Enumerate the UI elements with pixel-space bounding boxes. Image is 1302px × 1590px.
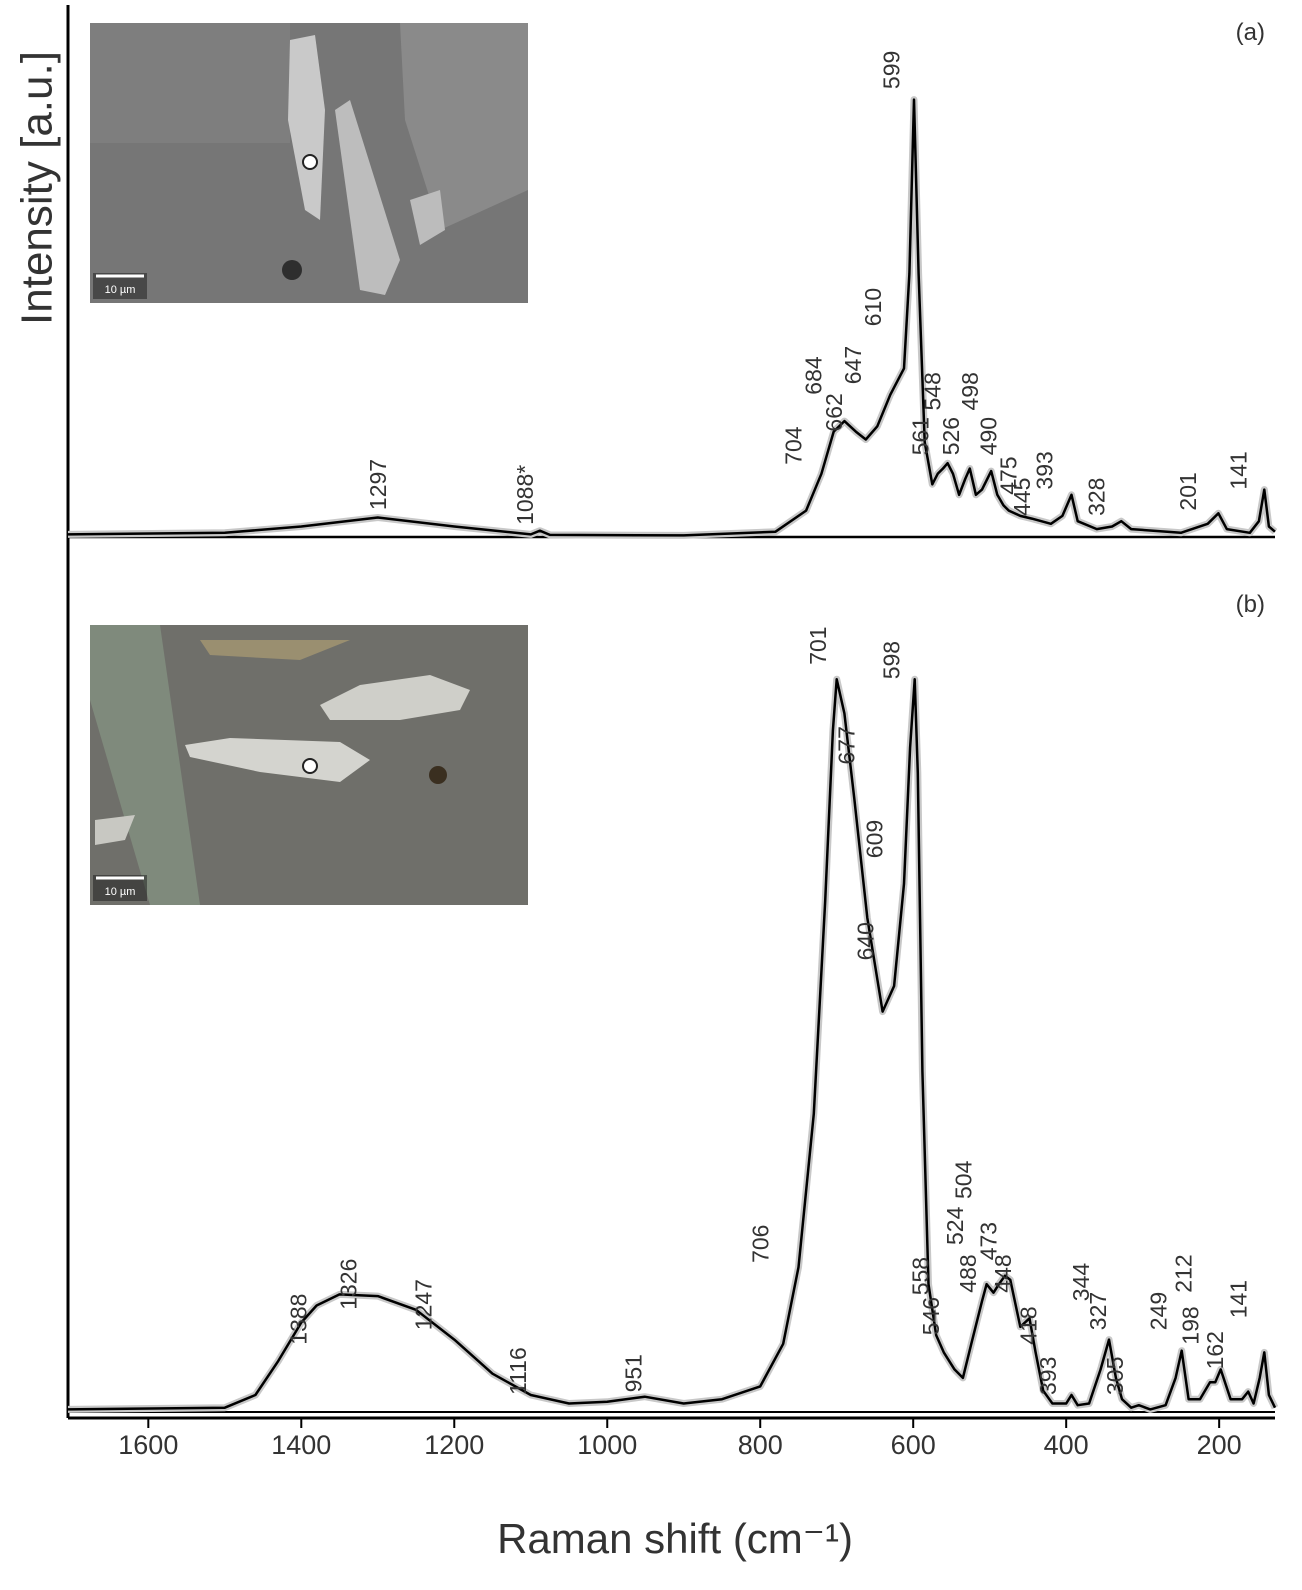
peak-label: 162 xyxy=(1202,1331,1228,1369)
peak-label: 328 xyxy=(1083,478,1109,516)
peak-label: 546 xyxy=(918,1297,944,1335)
peak-label: 1247 xyxy=(410,1279,436,1330)
peak-label: 684 xyxy=(800,356,826,395)
peak-label: 504 xyxy=(950,1160,976,1199)
peak-label: 498 xyxy=(957,372,983,410)
peak-label: 448 xyxy=(990,1254,1016,1292)
peak-label: 490 xyxy=(976,417,1002,455)
peak-label: 475 xyxy=(995,456,1021,494)
spectrum-line xyxy=(67,678,1277,1411)
x-tick-label: 1000 xyxy=(577,1430,637,1460)
peak-label: 249 xyxy=(1145,1292,1171,1330)
peak-label: 473 xyxy=(976,1222,1002,1260)
peak-label: 141 xyxy=(1226,451,1252,489)
panel-label: (a) xyxy=(1236,19,1265,46)
peak-label: 706 xyxy=(748,1225,774,1263)
peak-label: 647 xyxy=(840,346,866,384)
scale-bar-label: 10 µm xyxy=(105,284,136,296)
peak-label: 1297 xyxy=(365,459,391,510)
peak-label: 327 xyxy=(1085,1292,1111,1330)
peak-label: 201 xyxy=(1175,472,1201,510)
x-tick-label: 600 xyxy=(891,1430,936,1460)
peak-label: 610 xyxy=(860,288,886,326)
peak-label: 609 xyxy=(862,820,888,858)
peak-label: 561 xyxy=(907,417,933,455)
spectrum-line xyxy=(67,98,1276,537)
peak-label: 393 xyxy=(1031,451,1057,489)
peak-label: 598 xyxy=(878,641,904,679)
peak-label: 1088* xyxy=(512,465,538,525)
peak-label: 198 xyxy=(1177,1306,1203,1344)
peak-label: 640 xyxy=(852,922,878,960)
peak-label: 1388 xyxy=(286,1294,312,1345)
peak-label: 445 xyxy=(1009,478,1035,516)
x-tick-label: 1600 xyxy=(118,1430,178,1460)
peak-label: 951 xyxy=(621,1354,647,1392)
peak-label: 1326 xyxy=(335,1259,361,1310)
x-tick-label: 1200 xyxy=(424,1430,484,1460)
peak-label: 677 xyxy=(833,726,859,764)
inset-image-a: 10 µm xyxy=(90,23,528,303)
peak-label: 701 xyxy=(805,626,831,664)
peak-label: 488 xyxy=(955,1254,981,1292)
peak-label: 141 xyxy=(1226,1280,1252,1318)
peak-label: 418 xyxy=(1015,1306,1041,1344)
peak-label: 548 xyxy=(920,372,946,410)
x-axis-title: Raman shift (cm⁻¹) xyxy=(497,1515,853,1562)
peak-label: 526 xyxy=(938,417,964,455)
inset-image-b: 10 µm xyxy=(90,625,528,905)
peak-label: 393 xyxy=(1035,1357,1061,1395)
peak-label: 305 xyxy=(1102,1357,1128,1395)
peak-label: 599 xyxy=(878,51,904,89)
x-tick-label: 1400 xyxy=(271,1430,331,1460)
peak-label: 662 xyxy=(821,393,847,431)
x-tick-label: 400 xyxy=(1044,1430,1089,1460)
y-axis-title: Intensity [a.u.] xyxy=(13,51,62,325)
peak-label: 1116 xyxy=(505,1347,531,1395)
peak-label: 524 xyxy=(942,1206,968,1245)
peak-label: 558 xyxy=(907,1257,933,1295)
panel-label: (b) xyxy=(1236,591,1265,618)
x-tick-label: 200 xyxy=(1197,1430,1242,1460)
peak-label: 212 xyxy=(1171,1254,1197,1292)
x-tick-label: 800 xyxy=(738,1430,783,1460)
scale-bar-label: 10 µm xyxy=(105,886,136,898)
peak-label: 704 xyxy=(780,426,806,465)
peak-label: 344 xyxy=(1068,1263,1094,1302)
